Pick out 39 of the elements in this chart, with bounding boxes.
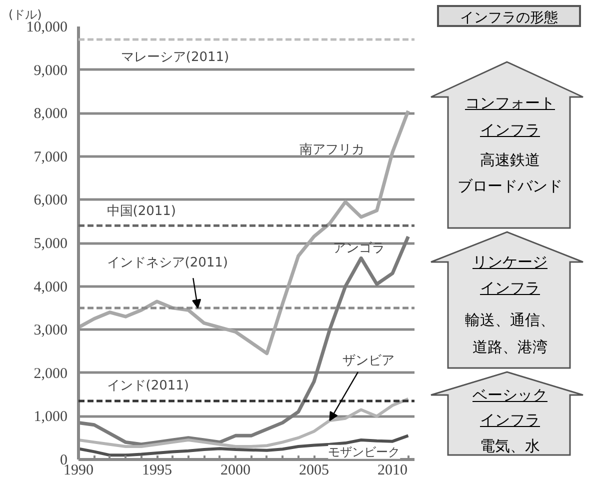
text: インフラの形態 bbox=[437, 5, 581, 27]
y-tick-label: 6,000 bbox=[34, 192, 68, 209]
y-tick-label: 8,000 bbox=[34, 106, 68, 122]
y-tick-label: 3,000 bbox=[34, 322, 68, 339]
text: 輸送、通信、 bbox=[464, 310, 556, 331]
text: リンケージ bbox=[472, 252, 548, 273]
text: ベーシック bbox=[472, 385, 548, 406]
ref-line-label: マレーシア(2011) bbox=[120, 50, 230, 66]
line-series bbox=[78, 109, 410, 356]
ref-line-label: インド(2011) bbox=[106, 378, 189, 394]
y-tick-label: 2,000 bbox=[34, 366, 68, 382]
ref-line-label: インドネシア(2011) bbox=[106, 255, 228, 270]
x-tick-label: 2005 bbox=[299, 462, 330, 478]
x-tick-label: 2000 bbox=[220, 462, 251, 478]
text: 高速鉄道 bbox=[479, 150, 541, 171]
text: ザンビア bbox=[342, 354, 394, 369]
y-tick-label: 1,000 bbox=[34, 409, 68, 426]
line-series bbox=[78, 397, 410, 448]
y-tick-label: 5,000 bbox=[34, 236, 68, 252]
line-series bbox=[78, 434, 410, 457]
text: 道路、港湾 bbox=[472, 337, 548, 358]
series-label: 南アフリカ bbox=[299, 142, 364, 158]
y-tick-label: 9,000 bbox=[34, 62, 68, 79]
text: インフラ bbox=[479, 120, 541, 141]
text: インフラ bbox=[479, 278, 541, 299]
text: コンフォート bbox=[464, 93, 556, 114]
line-series bbox=[78, 234, 410, 446]
text: 電気、水 bbox=[479, 436, 541, 457]
x-tick-label: 1995 bbox=[142, 462, 172, 478]
y-tick-label: 7,000 bbox=[34, 149, 68, 166]
y-tick-label: 4,000 bbox=[34, 279, 68, 296]
y-axis-title: (ドル) bbox=[8, 8, 42, 22]
x-tick-label: 2010 bbox=[378, 462, 408, 478]
series-label: モザンビーク bbox=[328, 444, 400, 459]
series-label: アンゴラ bbox=[332, 241, 385, 256]
ref-line-label: 中国(2011) bbox=[106, 204, 176, 219]
y-tick-label: 10,000 bbox=[26, 20, 68, 36]
text: ブロードバンド bbox=[456, 176, 564, 197]
text: インフラ bbox=[479, 410, 541, 431]
